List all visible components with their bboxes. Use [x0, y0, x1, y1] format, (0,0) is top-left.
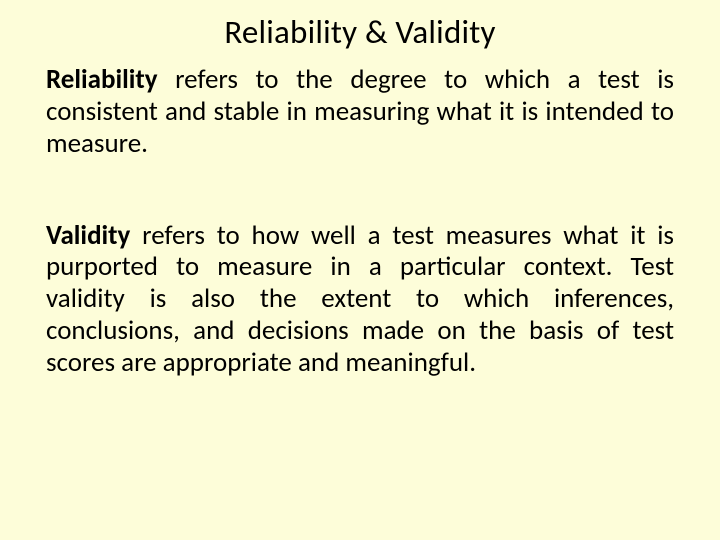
- paragraph-reliability: Reliability refers to the degree to whic…: [46, 64, 674, 160]
- body-validity: refers to how well a test measures what …: [46, 219, 674, 379]
- term-reliability: Reliability: [46, 63, 158, 96]
- slide-title: Reliability & Validity: [46, 12, 674, 52]
- term-validity: Validity: [46, 219, 130, 252]
- paragraph-validity: Validity refers to how well a test measu…: [46, 220, 674, 379]
